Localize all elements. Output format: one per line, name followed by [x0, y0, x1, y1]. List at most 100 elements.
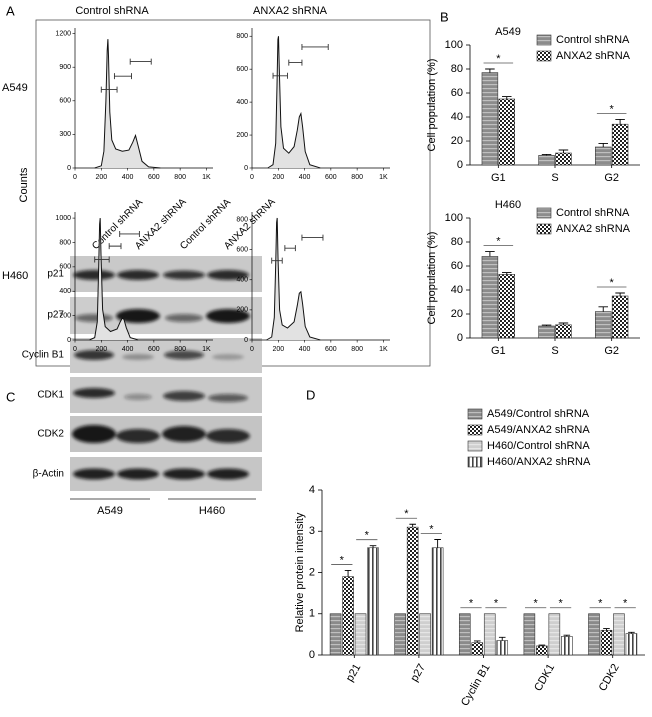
x-tick-label: 400	[299, 174, 311, 181]
bar	[613, 613, 625, 656]
y-axis-label: Cell population (%)	[426, 232, 438, 325]
bar	[498, 274, 516, 339]
band	[73, 270, 115, 280]
x-tick-label: 1K	[202, 346, 211, 353]
y-tick-label: 20	[451, 308, 463, 320]
gate	[271, 257, 283, 264]
histogram-line	[266, 217, 321, 341]
x-tick-label: 800	[351, 346, 363, 353]
band	[206, 309, 250, 323]
significance-label: *	[469, 598, 474, 610]
error-bar	[502, 96, 512, 99]
legend-label: Control shRNA	[556, 34, 630, 46]
x-tick-label: 0	[73, 346, 77, 353]
gate	[272, 72, 288, 79]
x-tick-label: 400	[299, 346, 311, 353]
legend-swatch	[467, 456, 483, 468]
x-tick-label: 0	[250, 346, 254, 353]
legend-swatch	[536, 207, 552, 219]
band	[122, 354, 154, 360]
y-tick-label: 0	[244, 165, 248, 172]
protein-label: p27	[47, 310, 64, 321]
y-tick-label: 600	[59, 98, 71, 105]
row-label: H460	[2, 270, 28, 282]
x-tick-label: G1	[491, 345, 506, 357]
bands	[72, 270, 250, 480]
band	[72, 425, 116, 443]
error-bar	[485, 251, 495, 257]
band	[206, 429, 250, 443]
error-bar	[541, 153, 552, 156]
bar	[481, 256, 499, 339]
gate	[100, 86, 118, 93]
y-tick-label: 80	[451, 63, 463, 75]
legend-label: A549/ANXA2 shRNA	[487, 424, 590, 436]
bar	[538, 155, 555, 166]
gate	[288, 59, 303, 66]
significance-label: *	[429, 523, 434, 535]
histogram-line	[94, 39, 161, 169]
bar	[555, 152, 572, 166]
significance-label: *	[623, 598, 628, 610]
x-tick-label: 1K	[202, 174, 211, 181]
row-label: A549	[2, 82, 28, 94]
error-bar	[558, 322, 569, 325]
x-tick-label: 200	[272, 174, 284, 181]
bar	[594, 146, 612, 166]
y-tick-label: 200	[59, 312, 71, 319]
legend-label: H460/ANXA2 shRNA	[487, 456, 591, 468]
legend-swatch	[536, 223, 552, 235]
y-tick-label: 4	[309, 484, 315, 496]
x-tick-label: 200	[272, 346, 284, 353]
y-tick-label: 600	[236, 66, 248, 73]
bar	[561, 636, 573, 656]
gate	[301, 234, 324, 241]
x-tick-label: S	[551, 345, 558, 357]
column-title: ANXA2 shRNA	[253, 5, 328, 17]
error-bar	[603, 628, 610, 631]
gate	[301, 43, 329, 50]
bar	[354, 613, 367, 656]
y-axis-label: Counts	[18, 167, 30, 202]
y-tick-label: 3	[309, 525, 315, 537]
band	[207, 270, 249, 280]
error-bar	[502, 272, 512, 275]
y-tick-label: 600	[59, 264, 71, 271]
band	[162, 426, 206, 442]
column-title: Control shRNA	[75, 5, 149, 17]
x-tick-label: 600	[148, 174, 160, 181]
error-bar	[538, 644, 546, 646]
band	[208, 394, 248, 402]
bar	[419, 613, 431, 656]
band	[74, 350, 114, 360]
protein-label: p21	[47, 269, 64, 280]
histogram-line	[267, 36, 321, 169]
y-tick-label: 800	[59, 239, 71, 246]
gate	[119, 230, 140, 237]
bar	[498, 98, 516, 166]
bar	[471, 642, 484, 656]
y-tick-label: 100	[445, 212, 463, 224]
band	[163, 391, 205, 401]
bar	[523, 613, 536, 656]
error-bar	[615, 292, 625, 296]
legend-swatch	[467, 408, 483, 420]
cell-line-label: A549	[97, 505, 123, 517]
band	[117, 270, 159, 280]
x-tick-label: S	[551, 172, 558, 184]
histogram-line	[89, 218, 139, 341]
protein-label: Cyclin B1	[22, 350, 65, 361]
legend-label: Control shRNA	[556, 207, 630, 219]
error-bar	[541, 324, 552, 326]
x-tick-label: G2	[604, 172, 619, 184]
y-tick-label: 0	[67, 337, 71, 344]
y-tick-label: 300	[59, 131, 71, 138]
y-tick-label: 60	[451, 260, 463, 272]
y-tick-label: 1000	[55, 215, 71, 222]
band	[116, 429, 160, 443]
significance-label: *	[496, 236, 501, 248]
error-bar	[369, 545, 377, 548]
y-tick-label: 400	[236, 277, 248, 284]
error-bar	[598, 142, 608, 147]
x-tick-label: 600	[148, 346, 160, 353]
